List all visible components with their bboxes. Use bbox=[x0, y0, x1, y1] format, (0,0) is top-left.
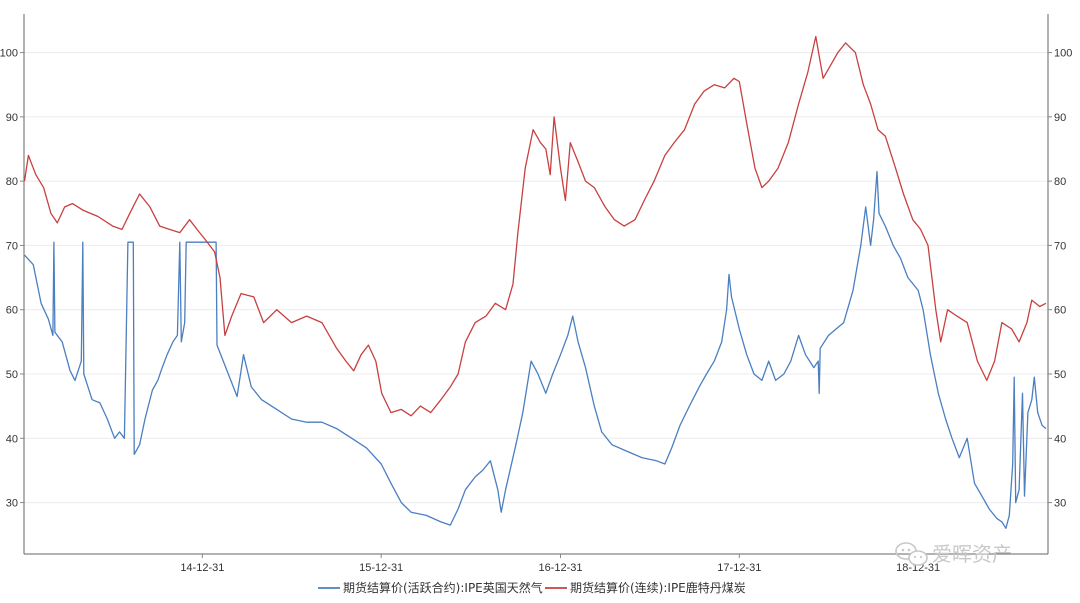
y-tick-label: 50 bbox=[1054, 369, 1066, 381]
watermark: 爱晖资产 bbox=[895, 542, 1012, 566]
x-tick-label: 16-12-31 bbox=[538, 562, 582, 574]
y-tick-label: 30 bbox=[1054, 498, 1066, 510]
legend-item-2: 期货结算价(连续):IPE鹿特丹煤炭 bbox=[545, 580, 746, 595]
y-tick-label: 40 bbox=[1054, 433, 1066, 445]
y-tick-label: 60 bbox=[1054, 305, 1066, 317]
gridlines bbox=[24, 52, 1048, 504]
x-axis: 14-12-31 15-12-31 16-12-31 17-12-31 18-12-31 bbox=[180, 554, 940, 574]
series-line-2 bbox=[23, 35, 1047, 417]
watermark-text: 爱晖资产 bbox=[932, 542, 1012, 566]
x-tick-label: 17-12-31 bbox=[717, 562, 761, 574]
y-tick-label: 80 bbox=[1054, 176, 1066, 188]
legend-label: 期货结算价(活跃合约):IPE英国天然气 bbox=[343, 580, 543, 595]
wechat-icon bbox=[895, 542, 928, 566]
y-tick-label: 60 bbox=[6, 305, 18, 317]
x-tick-label: 14-12-31 bbox=[180, 562, 224, 574]
y-tick-label: 100 bbox=[0, 48, 18, 60]
y-tick-label: 30 bbox=[6, 498, 18, 510]
y-tick-label: 80 bbox=[6, 176, 18, 188]
y-tick-label: 100 bbox=[1054, 48, 1072, 60]
y-axis-right: 30 40 50 60 70 80 90 100 bbox=[1048, 48, 1072, 510]
y-tick-label: 70 bbox=[6, 240, 18, 252]
x-tick-label: 18-12-31 bbox=[896, 562, 940, 574]
series-lines bbox=[23, 35, 1047, 529]
y-axis-left: 30 40 50 60 70 80 90 100 bbox=[0, 48, 24, 510]
legend-item-1: 期货结算价(活跃合约):IPE英国天然气 bbox=[318, 580, 543, 595]
y-tick-label: 90 bbox=[1054, 112, 1066, 124]
series-line-1 bbox=[24, 170, 1047, 529]
legend-label: 期货结算价(连续):IPE鹿特丹煤炭 bbox=[570, 580, 746, 595]
y-tick-label: 90 bbox=[6, 112, 18, 124]
legend: 期货结算价(活跃合约):IPE英国天然气 期货结算价(连续):IPE鹿特丹煤炭 bbox=[318, 580, 746, 595]
y-tick-label: 40 bbox=[6, 433, 18, 445]
y-tick-label: 50 bbox=[6, 369, 18, 381]
x-tick-label: 15-12-31 bbox=[359, 562, 403, 574]
axes bbox=[23, 14, 1049, 555]
y-tick-label: 70 bbox=[1054, 240, 1066, 252]
